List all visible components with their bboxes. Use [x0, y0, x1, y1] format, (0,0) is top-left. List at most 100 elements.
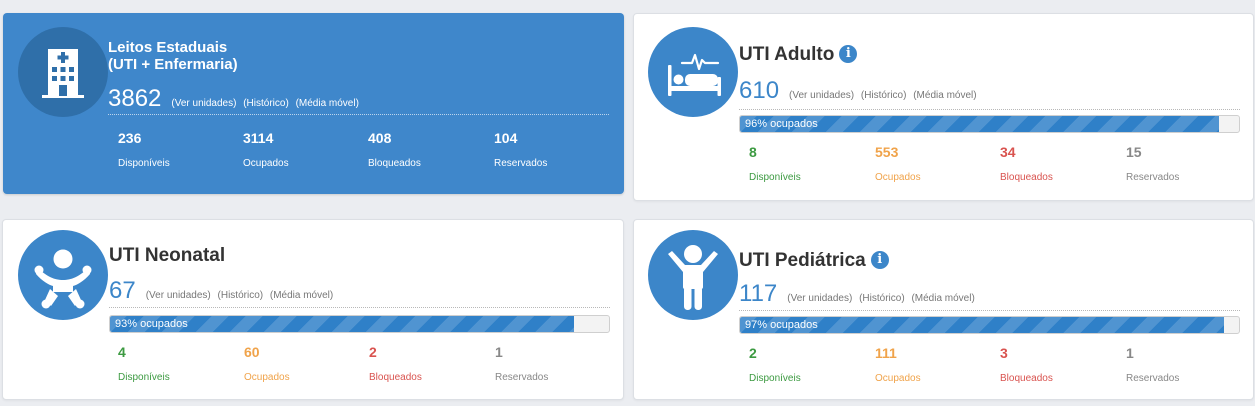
- card-uti-pediatrica: UTI Pediátrica i 117 (Ver unidades) (Hist…: [633, 219, 1254, 400]
- stat-disponiveis: 236 Disponíveis: [118, 130, 228, 169]
- stat-value: 2: [369, 344, 377, 360]
- stat-label: Disponíveis: [118, 158, 170, 169]
- title-line-1: Leitos Estaduais: [108, 39, 228, 56]
- card-title-text: UTI Pediátrica: [739, 250, 866, 271]
- stat-bloqueados: 3 Bloqueados: [1000, 345, 1110, 384]
- media-movel-link[interactable]: (Média móvel): [269, 290, 334, 301]
- card-title: UTI Neonatal: [109, 245, 225, 267]
- ver-unidades-link[interactable]: (Ver unidades): [145, 290, 211, 301]
- stat-label: Disponíveis: [749, 172, 801, 183]
- stat-value: 111: [875, 345, 897, 361]
- stat-value: 3: [1000, 345, 1008, 361]
- stat-value: 4: [118, 344, 126, 360]
- stat-value: 2: [749, 345, 757, 361]
- card-links: (Ver unidades) (Histórico) (Média móvel): [171, 98, 363, 109]
- card-links: (Ver unidades) (Histórico) (Média móvel): [146, 290, 338, 301]
- stat-bloqueados: 34 Bloqueados: [1000, 144, 1110, 183]
- stat-value: 1: [1126, 345, 1134, 361]
- card-title: Leitos Estaduais (UTI + Enfermaria): [108, 39, 238, 73]
- card-leitos-estaduais: Leitos Estaduais (UTI + Enfermaria) 3862…: [3, 13, 624, 194]
- card-links: (Ver unidades) (Histórico) (Média móvel): [789, 90, 981, 101]
- historico-link[interactable]: (Histórico): [243, 98, 289, 109]
- total-count: 67: [109, 277, 136, 304]
- card-uti-neonatal: UTI Neonatal 67 (Ver unidades) (Históric…: [2, 219, 624, 400]
- stat-value: 236: [118, 130, 142, 146]
- total-row: 610 (Ver unidades) (Histórico) (Média mó…: [739, 78, 1240, 110]
- card-title: UTI Pediátrica i: [739, 250, 889, 272]
- stat-reservados: 15 Reservados: [1126, 144, 1236, 183]
- stat-ocupados: 3114 Ocupados: [243, 130, 353, 169]
- stat-value: 8: [749, 144, 757, 160]
- stat-label: Ocupados: [243, 158, 289, 169]
- stat-disponiveis: 2 Disponíveis: [749, 345, 859, 384]
- total-count: 610: [739, 77, 780, 104]
- historico-link[interactable]: (Histórico): [859, 293, 905, 304]
- stat-label: Reservados: [1126, 172, 1180, 183]
- stat-value: 15: [1126, 144, 1142, 160]
- card-links: (Ver unidades) (Histórico) (Média móvel): [787, 293, 979, 304]
- stat-value: 408: [368, 130, 392, 146]
- stat-label: Bloqueados: [369, 372, 422, 383]
- total-count: 117: [739, 280, 778, 307]
- stat-label: Disponíveis: [749, 373, 801, 384]
- total-row: 67 (Ver unidades) (Histórico) (Média móv…: [109, 278, 610, 308]
- card-uti-adulto: UTI Adulto i 610 (Ver unidades) (Históric…: [633, 13, 1254, 201]
- stat-value: 60: [244, 344, 260, 360]
- hospital-bed-icon: [648, 27, 738, 117]
- progress-label: 93% ocupados: [115, 318, 188, 330]
- occupancy-progress-bar: 96% ocupados: [739, 115, 1240, 133]
- media-movel-link[interactable]: (Média móvel): [295, 98, 359, 109]
- stat-bloqueados: 408 Bloqueados: [368, 130, 478, 169]
- stat-ocupados: 553 Ocupados: [875, 144, 985, 183]
- media-movel-link[interactable]: (Média móvel): [911, 293, 975, 304]
- stat-label: Reservados: [494, 158, 548, 169]
- progress-label: 96% ocupados: [745, 118, 818, 130]
- stat-label: Bloqueados: [368, 158, 421, 169]
- stat-label: Reservados: [1126, 373, 1180, 384]
- media-movel-link[interactable]: (Média móvel): [913, 90, 977, 101]
- ver-unidades-link[interactable]: (Ver unidades): [789, 90, 855, 101]
- historico-link[interactable]: (Histórico): [860, 90, 907, 101]
- total-row: 117 (Ver unidades) (Histórico) (Média mó…: [739, 281, 1240, 311]
- card-title-text: UTI Adulto: [739, 44, 835, 65]
- historico-link[interactable]: (Histórico): [217, 290, 264, 301]
- stat-label: Ocupados: [875, 172, 921, 183]
- stat-label: Ocupados: [244, 372, 290, 383]
- title-line-2: (UTI + Enfermaria): [108, 56, 238, 73]
- stat-bloqueados: 2 Bloqueados: [369, 344, 479, 383]
- stat-reservados: 1 Reservados: [1126, 345, 1236, 384]
- stat-label: Reservados: [495, 372, 549, 383]
- info-icon[interactable]: i: [839, 45, 858, 63]
- stat-value: 104: [494, 130, 518, 146]
- stat-label: Ocupados: [875, 373, 921, 384]
- stat-ocupados: 60 Ocupados: [244, 344, 354, 383]
- total-row: 3862 (Ver unidades) (Histórico) (Média m…: [108, 86, 609, 115]
- child-icon: [648, 230, 738, 320]
- stat-value: 553: [875, 144, 899, 160]
- stat-reservados: 1 Reservados: [495, 344, 605, 383]
- stat-value: 1: [495, 344, 503, 360]
- progress-fill: [740, 317, 1225, 333]
- card-title: UTI Adulto i: [739, 44, 858, 66]
- progress-fill: [740, 116, 1220, 132]
- hospital-building-icon: [18, 27, 108, 117]
- baby-icon: [18, 230, 108, 320]
- stat-reservados: 104 Reservados: [494, 130, 604, 169]
- stat-disponiveis: 4 Disponíveis: [118, 344, 228, 383]
- progress-label: 97% ocupados: [745, 319, 818, 331]
- stat-value: 3114: [243, 130, 274, 146]
- progress-fill: [110, 316, 575, 332]
- total-count: 3862: [108, 85, 162, 112]
- stat-disponiveis: 8 Disponíveis: [749, 144, 859, 183]
- stat-label: Disponíveis: [118, 372, 170, 383]
- ver-unidades-link[interactable]: (Ver unidades): [787, 293, 853, 304]
- card-title-text: UTI Neonatal: [109, 245, 226, 266]
- stat-label: Bloqueados: [1000, 172, 1053, 183]
- occupancy-progress-bar: 97% ocupados: [739, 316, 1240, 334]
- occupancy-progress-bar: 93% ocupados: [109, 315, 610, 333]
- stat-label: Bloqueados: [1000, 373, 1053, 384]
- ver-unidades-link[interactable]: (Ver unidades): [171, 98, 237, 109]
- info-icon[interactable]: i: [870, 251, 889, 269]
- stat-ocupados: 111 Ocupados: [875, 345, 985, 384]
- stat-value: 34: [1000, 144, 1016, 160]
